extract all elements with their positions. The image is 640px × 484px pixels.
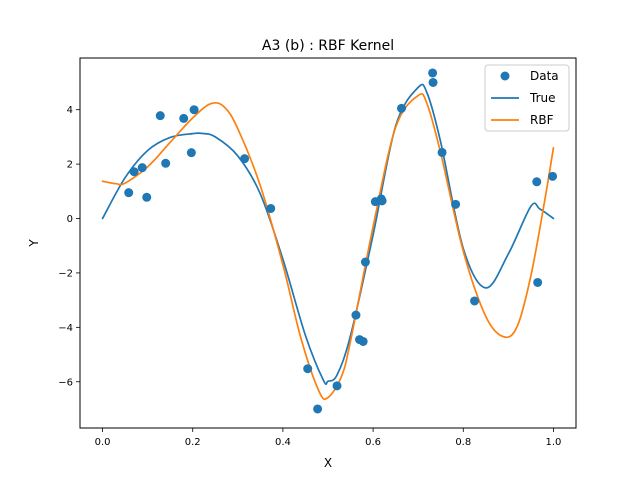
chart-title: A3 (b) : RBF Kernel (262, 38, 394, 54)
legend: Data True RBF (484, 64, 570, 132)
data-point (428, 77, 438, 87)
y-tick-label: −2 (58, 268, 73, 279)
y-axis-label: Y (27, 239, 41, 248)
y-tick-label: −6 (58, 377, 73, 388)
y-tick-label: 4 (67, 105, 73, 116)
data-point (124, 188, 134, 198)
x-tick-label: 0.4 (275, 437, 291, 448)
x-axis: 0.0 0.2 0.4 0.6 0.8 1.0 (95, 428, 562, 448)
data-point (532, 177, 542, 187)
legend-label-rbf: RBF (530, 113, 554, 127)
data-point (313, 404, 323, 414)
x-axis-label: X (324, 456, 332, 470)
plot-frame (79, 57, 577, 429)
legend-label-true: True (529, 91, 556, 105)
data-point (377, 196, 387, 206)
y-axis: −6 −4 −2 0 2 4 (58, 105, 80, 388)
data-point (451, 199, 461, 209)
data-point (179, 113, 189, 123)
series-layer (101, 68, 558, 414)
legend-frame (484, 64, 570, 132)
x-tick-label: 0.0 (95, 437, 111, 448)
data-point (358, 336, 368, 346)
data-point (548, 171, 558, 181)
data-point (137, 163, 147, 173)
x-tick-label: 0.6 (365, 437, 381, 448)
line-true (101, 83, 555, 386)
data-point (470, 296, 480, 306)
data-point (303, 364, 313, 374)
data-point (360, 257, 370, 267)
data-point (396, 103, 406, 113)
data-point (351, 310, 361, 320)
x-tick-label: 1.0 (546, 437, 562, 448)
data-point (266, 203, 276, 213)
data-point (189, 105, 199, 115)
data-point (428, 68, 438, 78)
legend-label-data: Data (530, 69, 559, 83)
y-tick-label: −4 (58, 323, 73, 334)
data-point (240, 154, 250, 164)
line-rbf (101, 93, 555, 401)
data-point (142, 192, 152, 202)
data-point (161, 158, 171, 168)
x-tick-label: 0.8 (455, 437, 471, 448)
data-point (129, 167, 139, 177)
data-point (155, 111, 165, 121)
legend-marker-data (500, 71, 510, 81)
data-point (332, 381, 342, 391)
data-point (533, 277, 543, 287)
data-point (437, 147, 447, 157)
y-tick-label: 0 (67, 214, 73, 225)
data-point (186, 148, 196, 158)
x-tick-label: 0.2 (185, 437, 201, 448)
y-tick-label: 2 (67, 160, 73, 171)
